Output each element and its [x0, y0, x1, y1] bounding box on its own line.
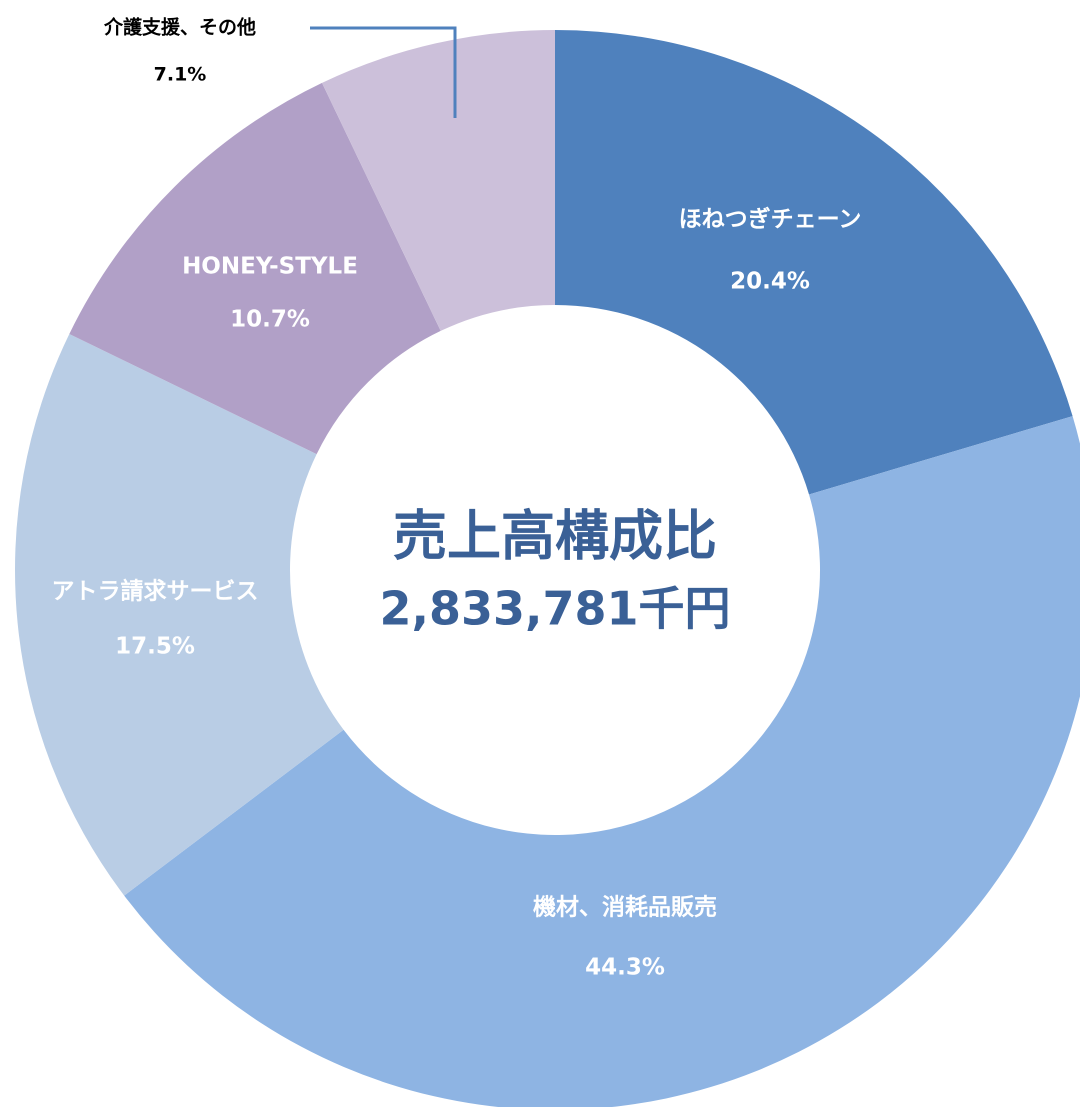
value-label: 17.5%	[115, 634, 195, 660]
slice-label: ほねつぎチェーン	[679, 206, 862, 233]
center-subtitle: 2,833,781千円	[380, 582, 731, 636]
value-label: 10.7%	[230, 307, 310, 333]
value-label: 44.3%	[585, 955, 665, 981]
leader-line	[310, 26, 457, 118]
donut-slice	[555, 30, 1073, 495]
donut-slice	[69, 82, 441, 455]
slice-label: 機材、消耗品販売	[533, 895, 717, 921]
donut-slice	[322, 30, 555, 331]
value-label: 7.1%	[154, 64, 207, 86]
slice-label: 介護支援、その他	[103, 16, 256, 39]
center-title: 売上高構成比	[393, 505, 717, 568]
value-label: 20.4%	[730, 269, 810, 295]
slice-label: アトラ請求サービス	[52, 578, 259, 605]
donut-slice	[124, 416, 1080, 1107]
slice-label: HONEY-STYLE	[182, 254, 358, 280]
donut-slice	[15, 333, 344, 896]
